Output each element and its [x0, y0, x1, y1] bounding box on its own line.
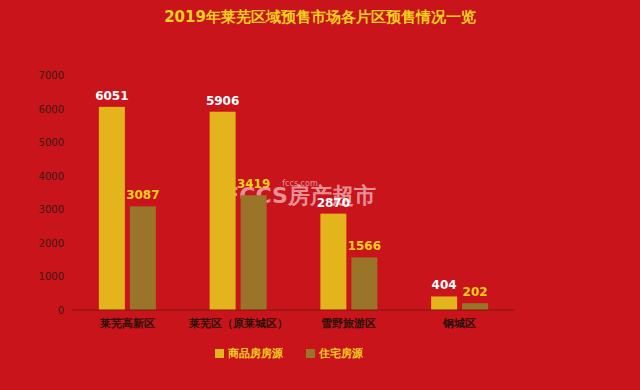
y-tick [66, 142, 70, 143]
y-tick-label: 1000 [39, 271, 64, 282]
data-label: 3419 [237, 177, 270, 191]
y-tick-label: 4000 [39, 171, 64, 182]
y-tick-label: 6000 [39, 104, 64, 115]
y-tick [66, 242, 70, 243]
bar [431, 296, 457, 310]
bar [210, 112, 236, 310]
y-tick-label: 2000 [39, 238, 64, 249]
y-tick-label: 7000 [39, 70, 64, 81]
watermark-url: fccs.com [282, 179, 318, 188]
y-tick [66, 75, 70, 76]
bar [320, 214, 346, 310]
bar [130, 206, 156, 310]
y-tick-label: 0 [58, 305, 64, 316]
x-tick-label: 钢城区 [442, 317, 476, 330]
legend-label: 商品房房源 [227, 347, 284, 360]
bars [99, 107, 488, 310]
y-tick-label: 5000 [39, 137, 64, 148]
bar [351, 257, 377, 310]
data-label: 202 [463, 285, 488, 299]
bar [99, 107, 125, 310]
data-label: 2870 [317, 196, 350, 210]
legend-label: 住宅房源 [318, 347, 364, 360]
x-tick-label: 雪野旅游区 [321, 317, 376, 330]
y-tick [66, 175, 70, 176]
y-tick [66, 276, 70, 277]
data-label: 6051 [95, 89, 128, 103]
data-label: 404 [432, 278, 457, 292]
bar [241, 195, 267, 310]
y-tick-label: 3000 [39, 204, 64, 215]
background [0, 0, 640, 390]
legend-swatch [306, 349, 315, 358]
data-label: 5906 [206, 94, 239, 108]
x-axis [72, 310, 515, 311]
bar [462, 303, 488, 310]
data-label: 1566 [348, 239, 381, 253]
x-tick-label: 莱芜区（原莱城区） [188, 317, 288, 330]
legend-swatch [215, 349, 224, 358]
title: 2019年莱芜区域预售市场各片区预售情况一览 [164, 8, 476, 26]
data-label: 3087 [126, 188, 159, 202]
x-tick-label: 莱芜高新区 [99, 317, 155, 330]
y-tick [66, 209, 70, 210]
y-tick [66, 310, 70, 311]
y-tick [66, 108, 70, 109]
